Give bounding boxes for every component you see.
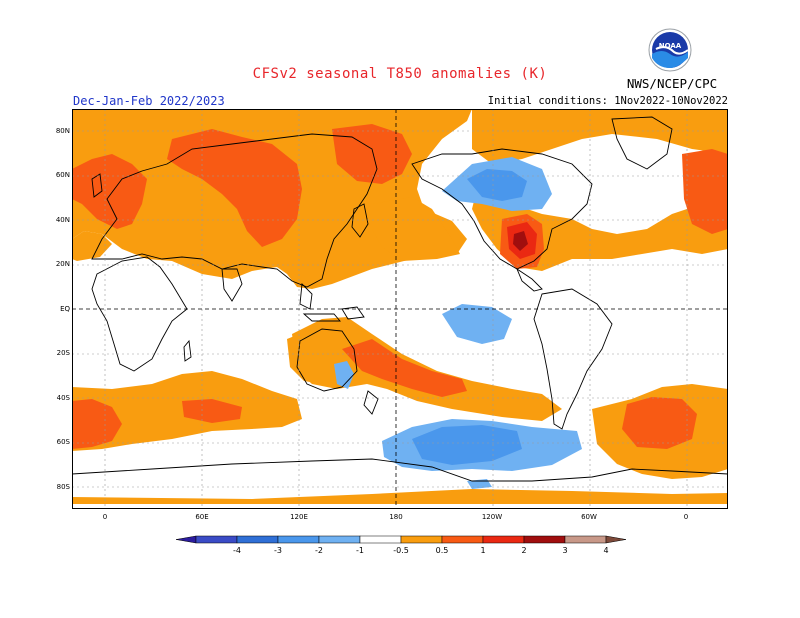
colorbar-tick-label: -3 (274, 546, 282, 555)
lat-label-20n: 20N (55, 260, 70, 268)
colorbar-min-arrow (175, 535, 197, 544)
colorbar-tick-label: -0.5 (393, 546, 409, 555)
colorbar-max-arrow (605, 535, 627, 544)
lon-label-0: 0 (102, 513, 108, 521)
lon-label-120e: 120E (290, 513, 308, 521)
colorbar-tick-label: -2 (315, 546, 323, 555)
colorbar-swatch (277, 535, 320, 544)
warm-anomaly-1-2 (72, 124, 728, 449)
colorbar-swatches (175, 535, 627, 544)
colorbar-swatch (236, 535, 279, 544)
warm-anomaly-3-4 (513, 231, 528, 251)
colorbar-tick-label: 4 (603, 546, 608, 555)
coastlines (72, 116, 728, 482)
colorbar-tick-label: 3 (562, 546, 567, 555)
colorbar-swatch (195, 535, 238, 544)
lon-label-180: 180 (389, 513, 403, 521)
colorbar-ticks: -4 -3 -2 -1 -0.5 0.5 1 2 3 4 (233, 546, 609, 555)
lat-label-40n: 40N (55, 216, 70, 224)
anomaly-map (72, 109, 728, 509)
chart-title: CFSv2 seasonal T850 anomalies (K) (252, 66, 548, 82)
colorbar-swatch (400, 535, 443, 544)
lon-label-0-east: 0 (683, 513, 689, 521)
colorbar-tick-label: 2 (521, 546, 526, 555)
lat-label-80s: 80S (56, 483, 70, 491)
lat-label-60s: 60S (56, 438, 70, 446)
colorbar-swatch (318, 535, 361, 544)
cool-anomaly-1-2 (412, 169, 527, 465)
noaa-logo-text: NOAA (659, 42, 682, 50)
colorbar-tick-label: -4 (233, 546, 241, 555)
colorbar: -4 -3 -2 -1 -0.5 0.5 1 2 3 4 (175, 535, 627, 555)
lon-label-120w: 120W (481, 513, 503, 521)
noaa-logo-icon: NOAA (648, 28, 692, 72)
map-frame (72, 109, 728, 509)
colorbar-swatch (441, 535, 484, 544)
lon-label-60e: 60E (195, 513, 209, 521)
initial-conditions-label: Initial conditions: 1Nov2022-10Nov2022 (487, 95, 728, 107)
colorbar-swatch (564, 535, 607, 544)
reference-lines (72, 109, 728, 509)
colorbar-swatch (523, 535, 566, 544)
lat-label-20s: 20S (56, 349, 70, 357)
lat-label-80n: 80N (55, 127, 70, 135)
season-label: Dec-Jan-Feb 2022/2023 (73, 94, 225, 108)
lat-label-eq: EQ (60, 305, 70, 313)
colorbar-tick-label: 0.5 (436, 546, 449, 555)
colorbar-swatch (482, 535, 525, 544)
lat-label-60n: 60N (55, 171, 70, 179)
lon-label-60w: 60W (581, 513, 597, 521)
colorbar-tick-label: 1 (480, 546, 485, 555)
colorbar-tick-label: -1 (356, 546, 364, 555)
lat-label-40s: 40S (56, 394, 70, 402)
colorbar-swatch (359, 535, 402, 544)
organization-label: NWS/NCEP/CPC (626, 76, 718, 91)
